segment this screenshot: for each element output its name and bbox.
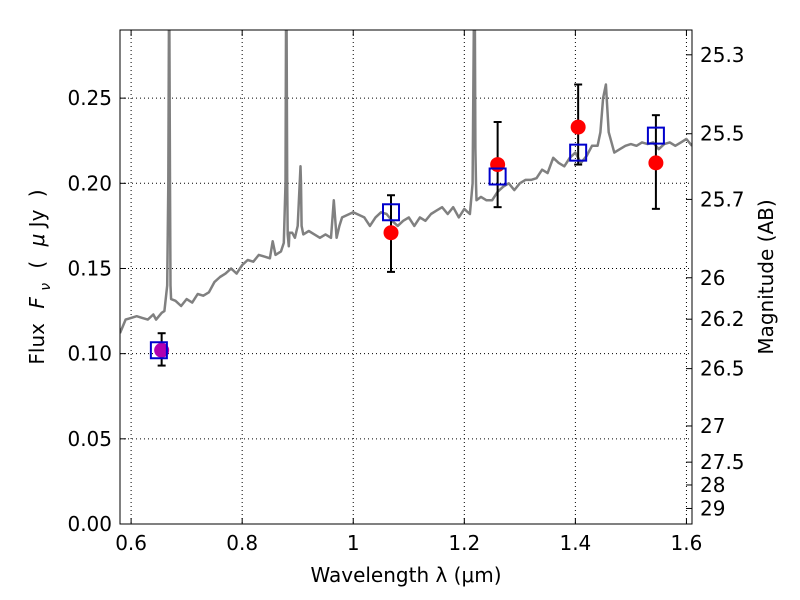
model-point: [488, 167, 507, 186]
x-tick-label: 1.6: [671, 531, 703, 555]
y-tick-label: 0.10: [67, 342, 112, 366]
model-point: [382, 203, 401, 222]
model-point: [569, 143, 588, 162]
model-point: [149, 341, 168, 360]
observed-point: [648, 155, 664, 171]
y-axis-title-unit: Jy: [25, 209, 49, 229]
mag-tick-label: 25.3: [700, 43, 745, 67]
mag-tick-label: 27.5: [700, 450, 745, 474]
y-axis-title-paren-open: (: [25, 261, 49, 269]
y-tick-label: 0.00: [67, 512, 112, 536]
y-tick-label: 0.15: [67, 256, 112, 280]
ticks: 0.6 0.8 1 1.2 1.4 1.6 0.00 0.05 0.10 0.15 0.20 0.25…: [67, 30, 745, 555]
observed-point: [383, 225, 399, 241]
mag-tick-label: 26.2: [700, 307, 745, 331]
mag-tick-label: 25.5: [700, 122, 745, 146]
observed-point: [490, 157, 506, 173]
x-tick-label: 1.4: [559, 531, 591, 555]
x-tick-label: 0.6: [115, 531, 147, 555]
x-axis-title: Wavelength λ (μm): [310, 563, 501, 587]
plot-frame: [119, 29, 693, 525]
mag-tick-label: 27: [700, 414, 725, 438]
y-tick-label: 0.05: [67, 427, 112, 451]
y-axis-title-mu: μ: [25, 234, 49, 248]
mag-tick-label: 28: [700, 473, 725, 497]
model-point: [646, 126, 665, 145]
x-tick-label: 0.8: [226, 531, 258, 555]
observed-point: [570, 119, 586, 135]
y-axis-title: Flux F ν ( μ Jy ): [25, 189, 55, 364]
mag-tick-label: 26.5: [700, 357, 745, 381]
grid: [120, 30, 692, 524]
x-tick-label: 1.2: [448, 531, 480, 555]
y-axis-title-flux: Flux: [25, 323, 49, 365]
observed-point: [154, 342, 170, 358]
mag-tick-label: 25.7: [700, 187, 745, 211]
y2-axis-title: Magnitude (AB): [754, 199, 778, 354]
y-axis-title-sub: ν: [38, 283, 54, 291]
model-spectrum-line: [120, 30, 692, 334]
y-axis-title-paren-close: ): [25, 189, 49, 197]
mag-tick-label: 26: [700, 266, 725, 290]
markers: [149, 83, 665, 367]
y-axis-title-var: F: [25, 297, 49, 309]
mag-tick-label: 29: [700, 496, 725, 520]
y-tick-label: 0.20: [67, 171, 112, 195]
model-spectrum: [120, 30, 692, 334]
x-tick-label: 1: [347, 531, 360, 555]
y-tick-label: 0.25: [67, 86, 112, 110]
